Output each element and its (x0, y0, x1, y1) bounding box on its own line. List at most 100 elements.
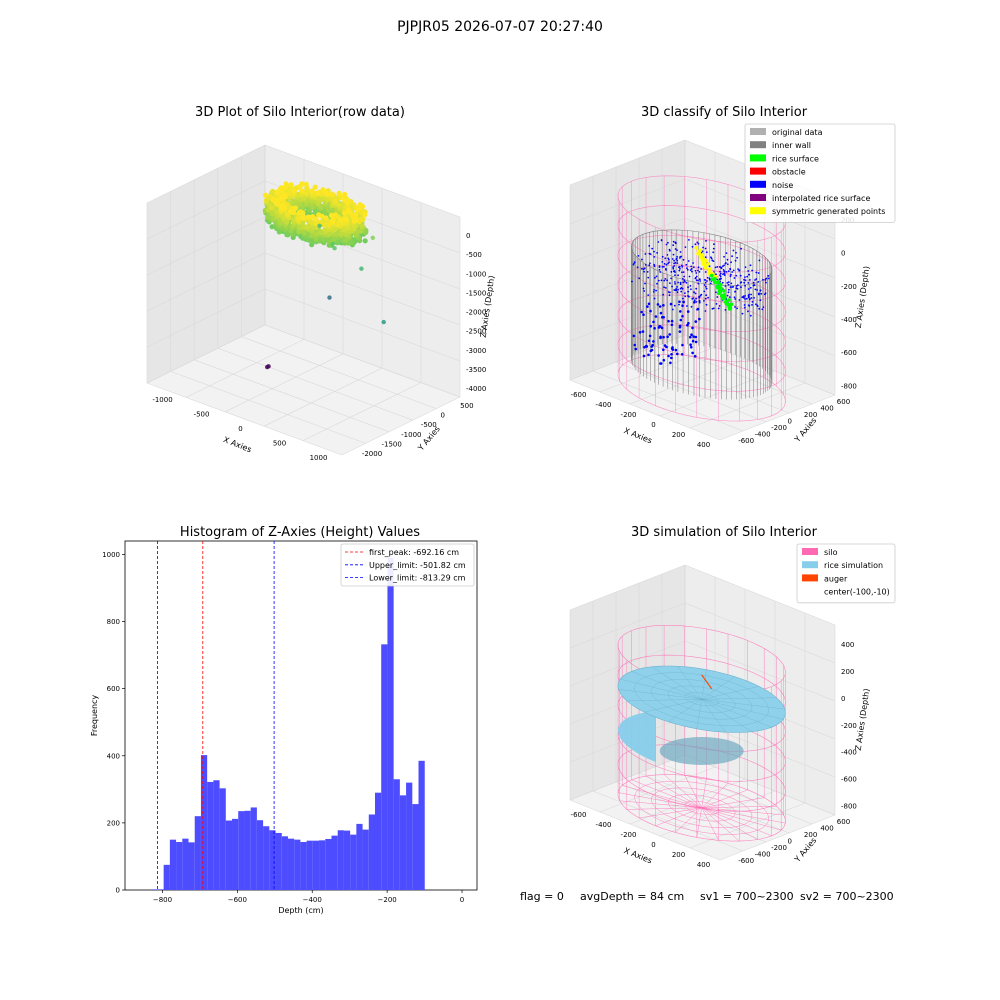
noise-point (649, 349, 653, 353)
data-point (327, 295, 332, 300)
y-tick-label: -1000 (401, 431, 421, 439)
grid-line (146, 288, 266, 348)
noise-point (734, 290, 736, 293)
noise-point (744, 295, 746, 297)
legend-label: rice simulation (824, 561, 883, 570)
noise-point (691, 326, 694, 330)
noise-point (730, 273, 732, 276)
noise-point (669, 249, 671, 252)
noise-point (695, 287, 698, 290)
y-tick-label: -400 (755, 850, 771, 858)
status-sv2: sv2 = 700~2300 (800, 890, 894, 903)
floor-spoke (684, 775, 702, 808)
noise-point (756, 289, 758, 291)
noise-point (699, 280, 702, 282)
data-point (262, 192, 269, 198)
noise-point (705, 285, 707, 288)
z-tick-label: -4000 (466, 385, 486, 393)
histogram-bar (163, 864, 170, 890)
noise-point (723, 255, 725, 258)
grid-line (264, 288, 461, 362)
histogram-bar (238, 811, 245, 890)
legend-swatch (750, 128, 766, 135)
data-point (300, 224, 306, 230)
grid-line (194, 359, 390, 433)
grid-line (661, 343, 813, 405)
noise-point (654, 276, 656, 279)
noise-point (743, 306, 746, 309)
noise-point (690, 333, 693, 337)
noise-point (749, 279, 751, 281)
noise-point (659, 335, 662, 339)
noise-point (729, 268, 732, 271)
rice-surface-point (718, 282, 723, 287)
floor-ring (667, 794, 736, 822)
grid-line (684, 640, 836, 702)
noise-point (762, 306, 765, 308)
data-point (270, 188, 276, 194)
noise-point (696, 241, 699, 244)
noise-point (718, 278, 721, 281)
noise-point (702, 246, 704, 249)
noise-point (697, 282, 700, 285)
data-point (305, 214, 311, 220)
noise-point (733, 296, 736, 299)
grid-line (569, 799, 721, 861)
noise-point (647, 294, 650, 296)
panel-depth-histogram: Histogram of Z-Axies (Height) Values −80… (90, 525, 478, 915)
noise-point (727, 283, 730, 286)
z-axis-label: Z Axies (Depth) (479, 275, 497, 338)
noise-point (698, 296, 701, 299)
data-point (296, 215, 302, 221)
data-point (290, 210, 297, 216)
noise-point (694, 292, 697, 295)
legend-label: interpolated rice surface (772, 194, 870, 203)
data-point (296, 225, 302, 231)
noise-point (660, 279, 663, 282)
noise-point (656, 282, 658, 285)
noise-point (676, 352, 679, 356)
data-point (322, 221, 328, 228)
grid-line (264, 252, 461, 326)
noise-point (678, 269, 681, 272)
noise-point (675, 289, 678, 292)
legend-label: first_peak: -692.16 cm (369, 548, 459, 557)
noise-point (695, 279, 698, 282)
x-axis-label: X Axies (623, 426, 654, 445)
noise-point (679, 310, 682, 313)
noise-point (667, 319, 670, 323)
data-point (352, 212, 359, 218)
noise-point (720, 277, 722, 280)
noise-point (718, 266, 721, 268)
noise-point (653, 327, 656, 330)
noise-point (715, 273, 717, 276)
histogram-bar (319, 840, 326, 890)
legend-swatch (750, 154, 766, 162)
grid-line (629, 358, 746, 405)
noise-point (664, 268, 667, 270)
noise-point (728, 296, 731, 298)
noise-point (674, 271, 676, 273)
rice-mesh-ring (651, 679, 753, 720)
rice-mesh-line (701, 686, 760, 700)
noise-point (662, 358, 666, 362)
grid-line (146, 180, 266, 240)
rice-mesh-line (701, 699, 752, 732)
rice-mesh-line (701, 699, 785, 710)
noise-point (738, 299, 741, 301)
z-tick-label: -600 (841, 349, 857, 357)
noise-point (767, 275, 770, 277)
z-tick-label: 200 (841, 668, 854, 676)
data-point (292, 205, 299, 211)
noise-point (734, 306, 736, 308)
noise-point (700, 268, 702, 270)
noise-point (633, 261, 636, 263)
noise-point (697, 266, 700, 269)
data-point (319, 213, 325, 219)
y-tick-label: 0 (441, 412, 445, 420)
x-tick-label: -400 (596, 821, 612, 829)
y-tick-label: 0 (788, 418, 792, 426)
noise-point (731, 271, 734, 273)
histogram-bar (169, 839, 177, 890)
noise-point (738, 269, 740, 272)
